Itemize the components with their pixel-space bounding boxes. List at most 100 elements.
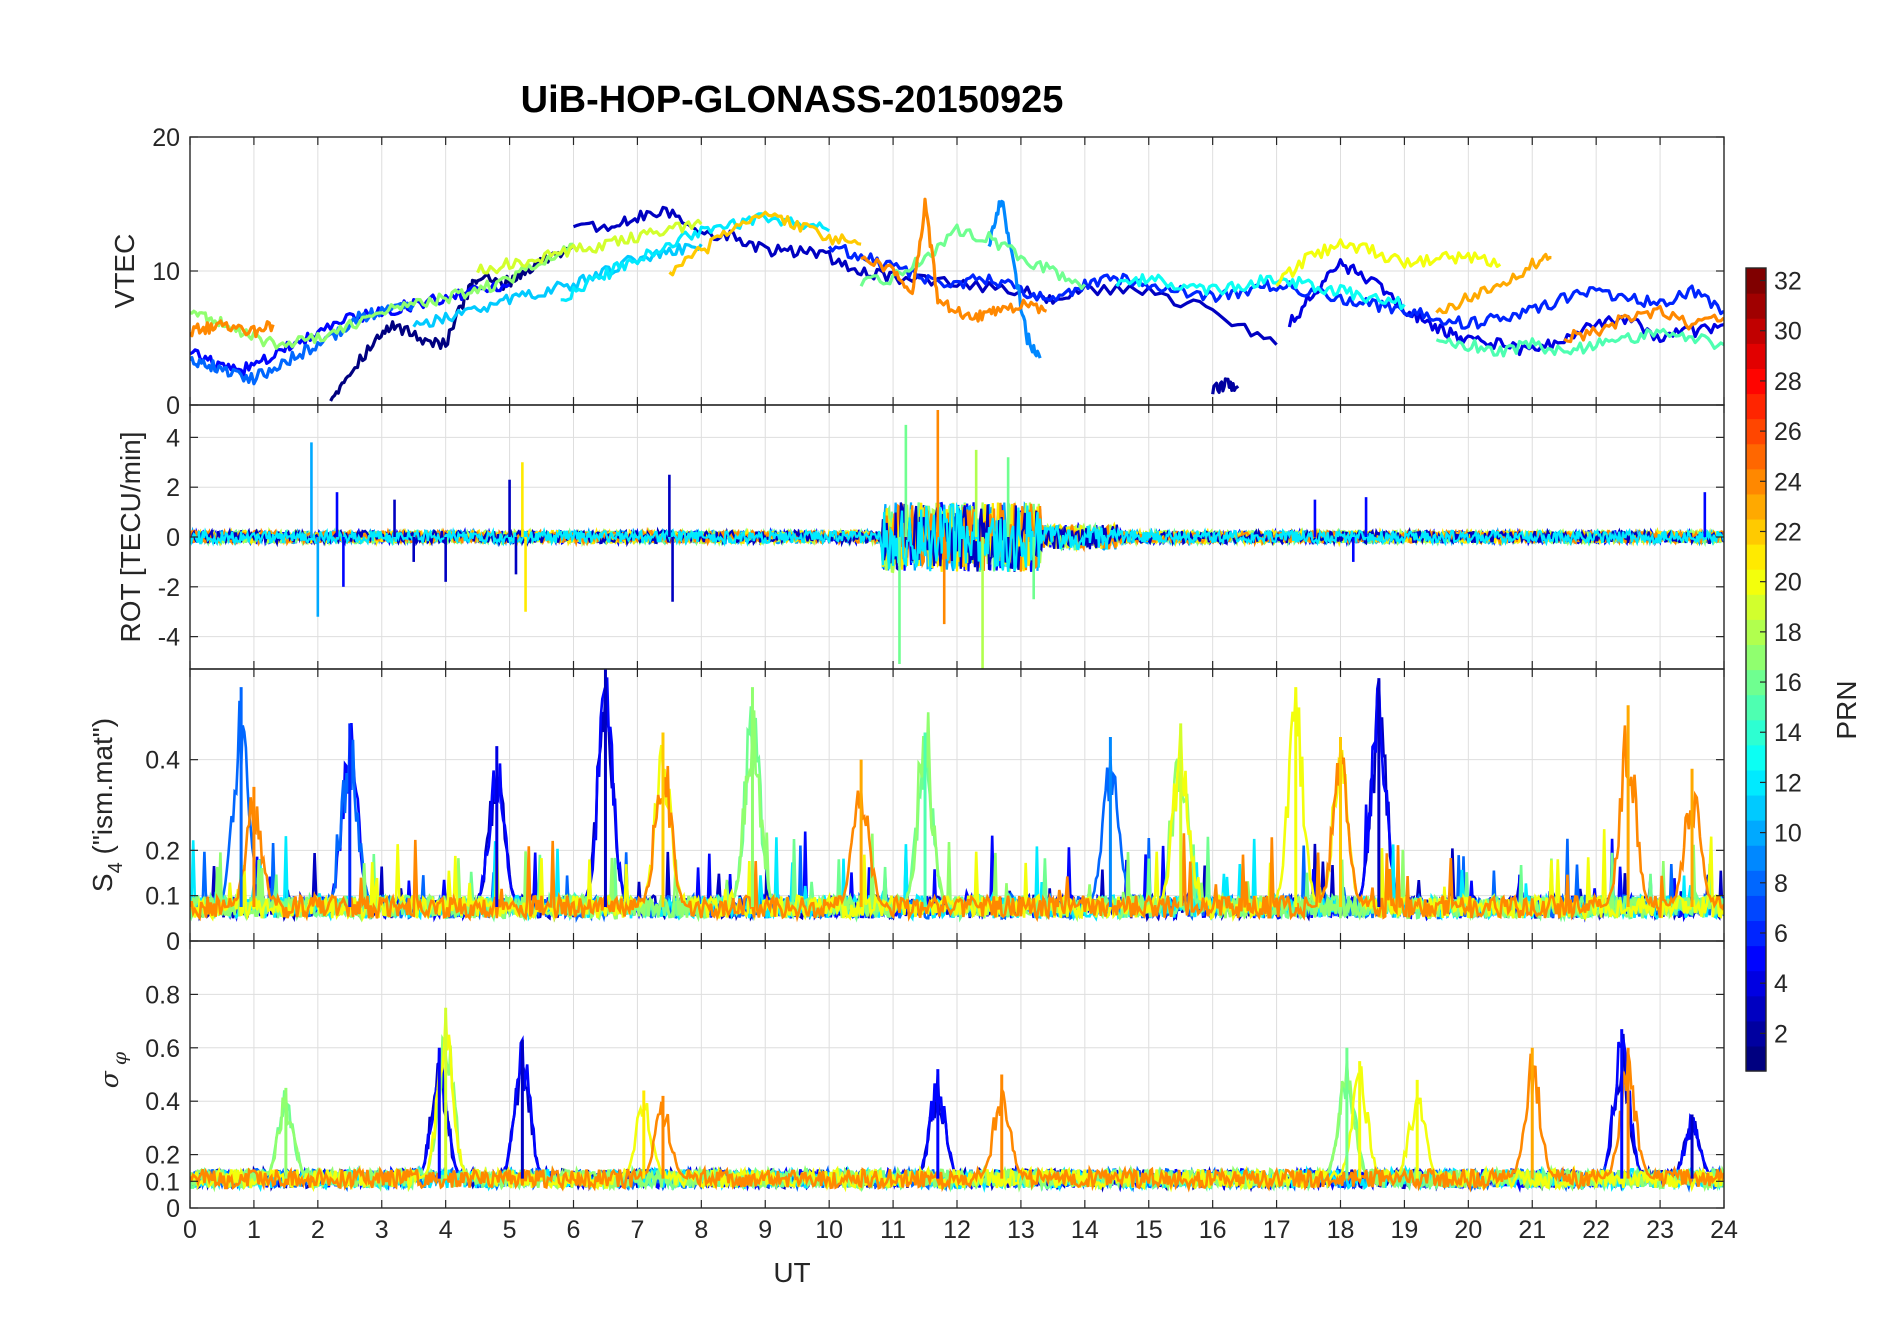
x-tick-label: 7	[630, 1216, 644, 1244]
data-layer	[190, 669, 1724, 923]
colorbar-tick-label: 4	[1774, 970, 1788, 998]
colorbar-swatch	[1746, 794, 1766, 821]
colorbar-swatch	[1746, 769, 1766, 796]
panel-rot: -4 -2 0 2 4	[158, 404, 1725, 670]
x-tick-label: 23	[1646, 1216, 1674, 1244]
colorbar-tick-label: 10	[1774, 820, 1802, 848]
vtec-series-prn-24	[1563, 304, 1724, 344]
y-tick-label: 0	[166, 392, 180, 420]
x-tick-label: 21	[1518, 1216, 1546, 1244]
colorbar-swatch	[1746, 870, 1766, 896]
s4-y-label: S4 ("ism.mat")	[87, 718, 127, 892]
vtec-series-prn-8	[190, 301, 416, 386]
colorbar-tick-label: 32	[1774, 268, 1802, 296]
colorbar-frame	[1745, 267, 1767, 1072]
rot-series-prn-3	[190, 502, 1724, 572]
panel-sigma_phi: 00.10.2 0.4 0.6 0.8	[145, 940, 1725, 1223]
colorbar-swatch	[1746, 970, 1766, 997]
y-tick-label: 0	[166, 928, 180, 956]
colorbar-tick-label: 16	[1774, 669, 1802, 697]
colorbar-swatch	[1746, 1045, 1766, 1072]
vtec-series-prn-19	[476, 218, 703, 275]
y-tick-label: 0.6	[145, 1035, 180, 1063]
colorbar-tick-label: 14	[1774, 719, 1802, 747]
colorbar-tick-label: 28	[1774, 368, 1802, 396]
colorbar-swatch	[1746, 468, 1766, 495]
colorbar-swatch	[1746, 343, 1766, 369]
colorbar-tick-label: 24	[1774, 468, 1802, 496]
y-tick-label: 0.1	[145, 1168, 180, 1196]
colorbar-tick-label: 30	[1774, 318, 1802, 346]
s4-series-prn-24	[190, 725, 1724, 923]
colorbar-swatch	[1746, 895, 1766, 922]
colorbar-swatch	[1746, 268, 1766, 294]
panel-s4: 0 0.1 0.2 0.4	[145, 668, 1725, 956]
colorbar-swatch	[1746, 945, 1766, 972]
colorbar-swatch	[1746, 920, 1766, 947]
data-layer	[190, 409, 1724, 669]
y-tick-label: 4	[166, 424, 180, 452]
x-tick-label: 4	[439, 1216, 453, 1244]
colorbar-label: PRN	[1831, 680, 1862, 739]
colorbar-tick-label: 20	[1774, 569, 1802, 597]
colorbar-swatch	[1746, 493, 1766, 520]
vtec-series-prn-24	[190, 319, 275, 339]
colorbar-swatch	[1746, 1020, 1766, 1047]
vtec-series-prn-12	[560, 212, 831, 303]
colorbar-tick-label: 2	[1774, 1020, 1788, 1048]
data-layer	[190, 197, 1724, 402]
y-tick-label: 0.1	[145, 883, 180, 911]
colorbar-swatch	[1746, 293, 1766, 319]
x-tick-label: 1	[247, 1216, 261, 1244]
colorbar-tick-label: 12	[1774, 769, 1802, 797]
colorbar-swatch	[1746, 669, 1766, 696]
colorbar-swatch	[1746, 744, 1766, 771]
x-tick-label: 17	[1263, 1216, 1291, 1244]
x-tick-label: 16	[1199, 1216, 1227, 1244]
colorbar-swatch	[1746, 418, 1766, 445]
colorbar-swatch	[1746, 845, 1766, 871]
y-tick-label: 10	[152, 258, 180, 286]
colorbar-swatch	[1746, 995, 1766, 1022]
x-tick-label: 19	[1391, 1216, 1419, 1244]
y-tick-label: 0.8	[145, 981, 180, 1009]
vtec-series-prn-23	[1435, 252, 1552, 315]
data-layer	[190, 1007, 1724, 1193]
x-tick-label: 2	[311, 1216, 325, 1244]
y-tick-label: 0	[166, 524, 180, 552]
rot-series-prn-12	[190, 502, 1724, 572]
x-tick-label: 8	[694, 1216, 708, 1244]
x-tick-label: 12	[943, 1216, 971, 1244]
colorbar-tick-label: 8	[1774, 870, 1788, 898]
vtec-series-prn-24	[860, 197, 1048, 323]
x-tick-label: 5	[503, 1216, 517, 1244]
x-tick-label: 18	[1327, 1216, 1355, 1244]
y-tick-label: -4	[158, 624, 180, 652]
x-tick-label: 14	[1071, 1216, 1099, 1244]
y-tick-label: 0	[166, 1195, 180, 1223]
vtec-series-prn-6	[827, 243, 1724, 330]
y-tick-label: 0.2	[145, 837, 180, 865]
y-tick-label: -2	[158, 574, 180, 602]
sigma-phi-y-label: σ φ	[95, 1051, 131, 1088]
colorbar-swatch	[1746, 368, 1766, 395]
chart-title: UiB-HOP-GLONASS-20150925	[521, 79, 1064, 121]
colorbar-tick-label: 26	[1774, 418, 1802, 446]
y-tick-label: 0.2	[145, 1142, 180, 1170]
vtec-series-prn-3	[572, 205, 1278, 346]
vtec-series-prn-9	[987, 199, 1042, 359]
vtec-y-label: VTEC	[109, 234, 140, 309]
x-tick-label: 20	[1454, 1216, 1482, 1244]
colorbar-swatch	[1746, 719, 1766, 746]
panel-vtec: 0 10 20	[152, 124, 1725, 420]
colorbar-swatch	[1746, 594, 1766, 620]
colorbar-tick-label: 22	[1774, 518, 1802, 546]
y-tick-label: 0.4	[145, 1088, 180, 1116]
colorbar-swatch	[1746, 443, 1766, 470]
colorbar-swatch	[1746, 619, 1766, 645]
colorbar-swatch	[1746, 318, 1766, 344]
x-tick-label: 22	[1582, 1216, 1610, 1244]
x-tick-label: 11	[880, 1216, 906, 1244]
vtec-series-prn-13	[1115, 273, 1406, 311]
